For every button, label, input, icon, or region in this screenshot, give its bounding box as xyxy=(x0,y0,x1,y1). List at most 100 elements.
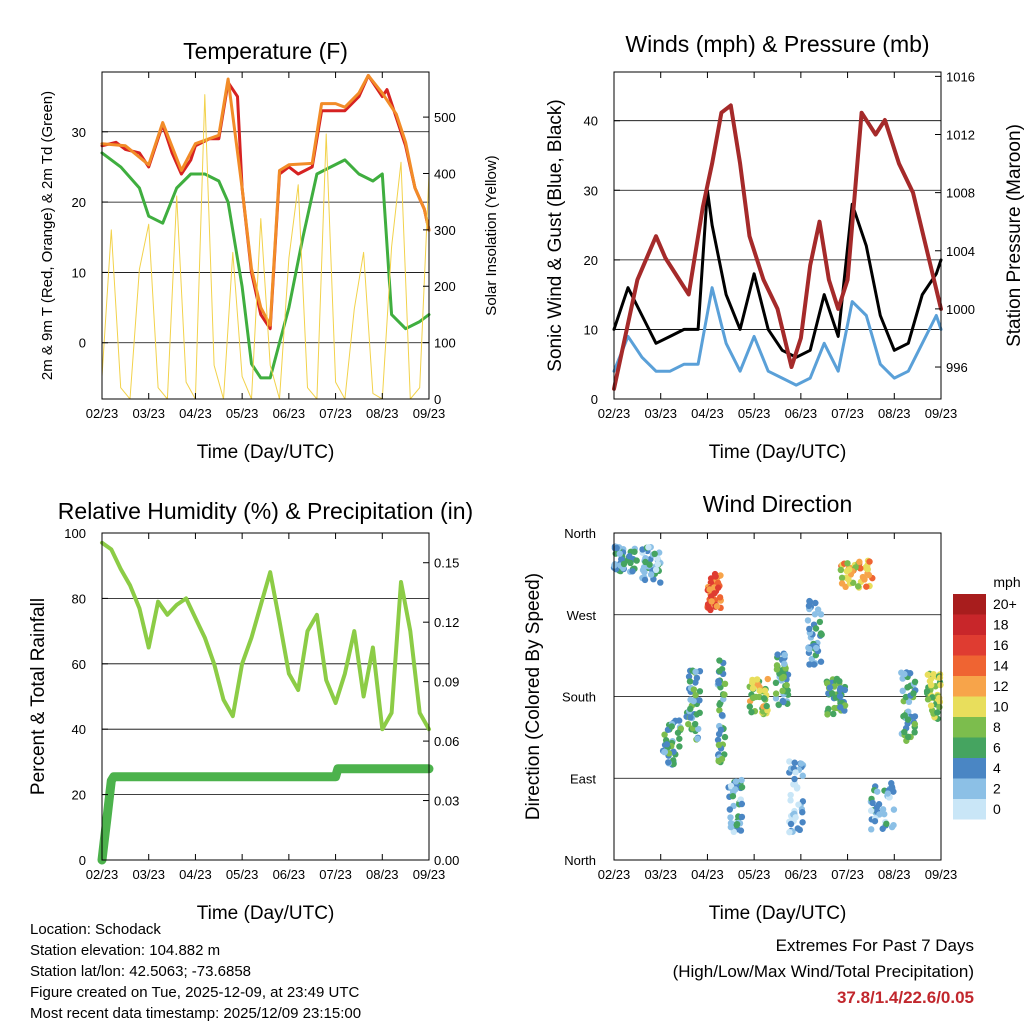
direction-point xyxy=(808,655,816,663)
direction-point xyxy=(811,611,819,618)
direction-point xyxy=(890,806,898,813)
extremes-title: Extremes For Past 7 Days xyxy=(775,936,974,955)
direction-point xyxy=(727,782,735,790)
direction-point xyxy=(923,688,931,695)
direction-point xyxy=(753,676,761,683)
direction-point xyxy=(905,698,913,706)
x-tick-label: 02/23 xyxy=(86,867,119,882)
direction-point xyxy=(936,674,944,681)
direction-point xyxy=(714,736,722,744)
x-axis-label: Time (Day/UTC) xyxy=(709,903,847,924)
direction-point xyxy=(866,558,873,565)
extremes-subtitle: (High/Low/Max Wind/Total Precipitation) xyxy=(672,962,974,981)
direction-point xyxy=(899,687,906,695)
y2-tick-label: 100 xyxy=(434,336,456,351)
x-tick-label: 05/23 xyxy=(226,867,259,882)
y2-tick-label: 1000 xyxy=(946,302,975,317)
x-tick-label: 08/23 xyxy=(366,406,399,421)
direction-point xyxy=(787,797,794,804)
x-tick-label: 06/23 xyxy=(273,867,306,882)
x-tick-label: 07/23 xyxy=(831,867,864,882)
legend-label: 10 xyxy=(993,699,1009,715)
direction-point xyxy=(930,670,937,678)
direction-point xyxy=(687,705,694,713)
direction-point xyxy=(799,809,806,816)
direction-point xyxy=(876,811,883,818)
direction-point xyxy=(865,571,873,579)
direction-point xyxy=(879,825,886,832)
direction-point xyxy=(665,759,672,766)
direction-point xyxy=(901,712,909,719)
legend-swatch xyxy=(953,635,986,656)
x-tick-label: 04/23 xyxy=(691,867,724,882)
direction-point xyxy=(629,568,636,575)
direction-point xyxy=(661,748,669,756)
panel-title: Wind Direction xyxy=(703,491,853,517)
direction-point xyxy=(738,813,746,821)
x-tick-label: 02/23 xyxy=(86,406,119,421)
direction-point xyxy=(642,558,649,566)
legend-label: 20+ xyxy=(993,596,1017,612)
series-line xyxy=(612,188,943,359)
legend-label: 4 xyxy=(993,760,1001,776)
direction-point xyxy=(727,814,734,821)
direction-point xyxy=(690,686,698,693)
direction-point xyxy=(817,658,825,665)
y-tick-label: 0 xyxy=(79,853,86,868)
legend-title: mph xyxy=(993,574,1020,590)
legend-label: 6 xyxy=(993,740,1001,756)
direction-point xyxy=(716,594,724,601)
legend-swatch xyxy=(953,676,986,697)
direction-point xyxy=(859,573,867,581)
direction-point xyxy=(888,780,895,787)
plot-frame xyxy=(101,532,430,861)
legend-label: 18 xyxy=(993,617,1009,633)
direction-point xyxy=(799,798,807,805)
x-tick-label: 09/23 xyxy=(925,867,958,882)
y-tick-label: 30 xyxy=(72,125,86,140)
direction-point xyxy=(798,760,805,767)
direction-point xyxy=(934,709,941,716)
direction-point xyxy=(730,828,737,836)
direction-point xyxy=(812,644,820,652)
x-tick-label: 07/23 xyxy=(319,406,352,421)
direction-point xyxy=(692,668,699,676)
footer-latlon: Station lat/lon: 42.5063; -73.6858 xyxy=(30,963,252,980)
plot-area xyxy=(97,540,434,865)
direction-point xyxy=(652,566,660,574)
direction-point xyxy=(714,579,722,587)
y-tick-label: 10 xyxy=(72,265,86,280)
direction-point xyxy=(911,729,918,736)
plot-frame xyxy=(613,71,942,400)
y2-tick-label: 1008 xyxy=(946,186,975,201)
direction-point xyxy=(904,733,912,741)
direction-point xyxy=(668,723,675,730)
direction-point xyxy=(641,576,649,584)
direction-point xyxy=(888,823,896,831)
direction-point xyxy=(772,695,780,702)
y2-tick-label: 0.15 xyxy=(434,556,459,571)
y-tick-label: 80 xyxy=(72,591,86,606)
direction-point xyxy=(645,544,652,551)
footer-elevation: Station elevation: 104.882 m xyxy=(30,942,221,959)
panel-title: Temperature (F) xyxy=(183,38,348,64)
direction-point xyxy=(738,783,746,791)
legend-swatch xyxy=(953,778,986,799)
legend-swatch xyxy=(953,614,986,635)
y-axis-label: 2m & 9m T (Red, Orange) & 2m Td (Green) xyxy=(39,91,56,380)
y2-tick-label: 0.09 xyxy=(434,675,459,690)
direction-point xyxy=(924,671,932,678)
y2-axis-label: Solar Insolation (Yellow) xyxy=(483,155,500,315)
x-tick-label: 04/23 xyxy=(691,406,724,421)
direction-point xyxy=(883,820,890,828)
y2-tick-label: 500 xyxy=(434,110,456,125)
x-tick-label: 09/23 xyxy=(413,867,446,882)
footer-created: Figure created on Tue, 2025-12-09, at 23… xyxy=(30,984,360,1001)
series-line xyxy=(101,94,430,400)
x-axis-label: Time (Day/UTC) xyxy=(197,442,335,463)
x-tick-label: 05/23 xyxy=(226,406,259,421)
direction-point xyxy=(871,817,879,825)
direction-point xyxy=(833,675,841,683)
direction-point xyxy=(794,784,801,791)
direction-point xyxy=(806,661,813,668)
